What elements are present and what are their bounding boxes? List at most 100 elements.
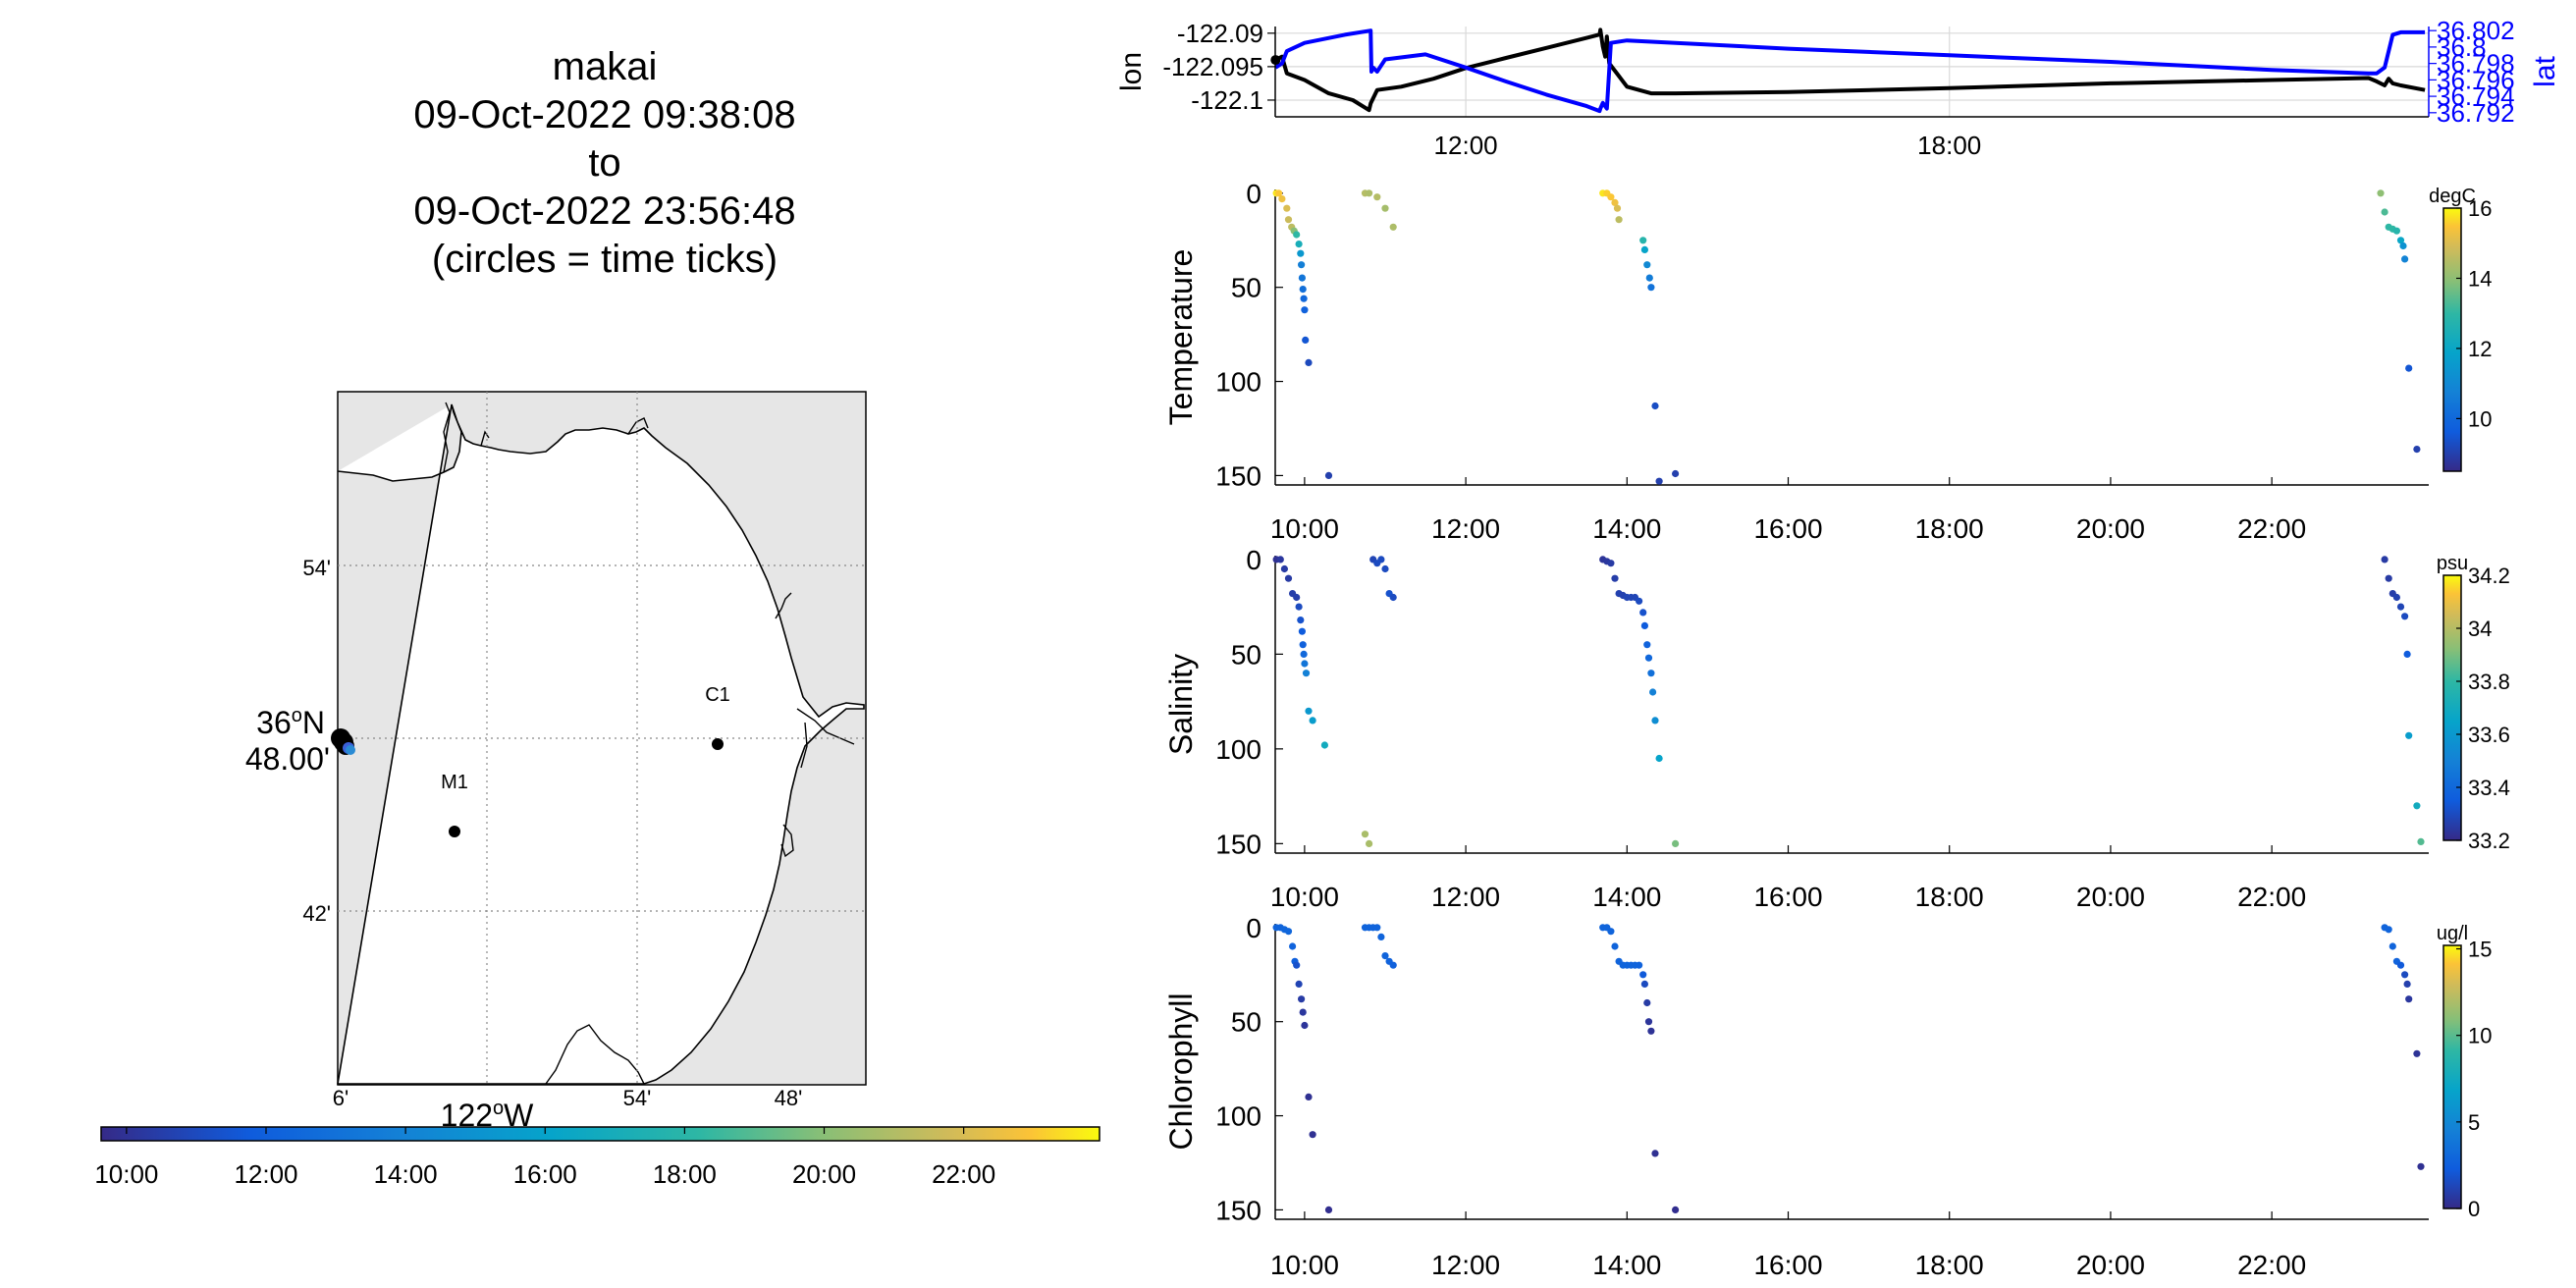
- data-point: [1649, 688, 1657, 696]
- data-point: [1643, 641, 1651, 649]
- y-tick-label: 100: [1215, 1101, 1261, 1132]
- colorbar-tick-label: 33.4: [2468, 776, 2510, 800]
- colorbar-tick-label: 33.6: [2468, 723, 2510, 747]
- x-tick-label: 16:00: [1753, 513, 1822, 544]
- data-point: [1299, 1008, 1307, 1016]
- lon-series-line: [1274, 27, 2426, 113]
- lat-tick-label: 36.796: [2437, 65, 2515, 94]
- data-point: [1295, 241, 1303, 248]
- colorbar-units: psu: [2437, 553, 2468, 574]
- colorbar-units: ug/l: [2437, 923, 2468, 944]
- data-point: [1366, 839, 1373, 848]
- y-tick-label: 0: [1246, 545, 1261, 575]
- data-point: [1298, 274, 1306, 282]
- data-point: [2396, 961, 2405, 969]
- x-tick-label: 22:00: [2237, 882, 2306, 912]
- x-tick-label: 18:00: [1915, 1250, 1984, 1280]
- data-point: [1301, 1021, 1309, 1030]
- data-point: [1636, 961, 1643, 969]
- vehicle-name: makai: [552, 45, 658, 88]
- data-point: [1295, 603, 1303, 611]
- data-point: [2381, 208, 2388, 216]
- data-point: [1613, 204, 1622, 212]
- x-tick-label: 20:00: [2076, 1250, 2145, 1280]
- data-point: [1644, 654, 1653, 662]
- data-point: [1381, 952, 1389, 960]
- data-point: [1275, 189, 1283, 197]
- y-tick-label: 50: [1231, 639, 1261, 670]
- data-point: [1651, 402, 1659, 410]
- river-line: [480, 430, 490, 447]
- data-point: [1373, 193, 1381, 201]
- data-point: [1647, 284, 1655, 292]
- x-tick-label: 20:00: [2076, 882, 2145, 912]
- data-point: [1636, 597, 1643, 605]
- y-tick-label: 100: [1215, 367, 1261, 398]
- data-point: [1299, 286, 1307, 294]
- data-point: [2385, 926, 2392, 934]
- data-point: [1672, 839, 1680, 848]
- data-point: [1284, 216, 1293, 224]
- y-axis-label: Temperature: [1163, 249, 1199, 426]
- data-point: [1309, 717, 1316, 724]
- data-point: [1373, 924, 1381, 932]
- data-point: [2403, 980, 2411, 989]
- time-tick-note: (circles = time ticks): [431, 238, 778, 281]
- map-lon-tick-6: 6': [333, 1086, 349, 1110]
- colorbar-tick-label: 10: [2468, 1024, 2492, 1048]
- data-point: [1651, 717, 1659, 724]
- time-colorbar: [100, 1126, 1100, 1142]
- time-colorbar-tick-label: 20:00: [792, 1159, 856, 1189]
- data-point: [1276, 556, 1284, 564]
- data-point: [1640, 245, 1648, 253]
- data-point: [1647, 670, 1655, 677]
- x-tick-label: 16:00: [1753, 882, 1822, 912]
- data-point: [2405, 731, 2413, 739]
- lat-tick-label: 36.8: [2437, 32, 2487, 62]
- plot-title: makai 09-Oct-2022 09:38:08 to 09-Oct-202…: [275, 43, 935, 284]
- data-point: [1309, 1131, 1316, 1139]
- data-point: [2401, 613, 2409, 620]
- data-point: [1655, 754, 1663, 763]
- data-point: [1672, 1206, 1680, 1213]
- data-point: [1377, 556, 1385, 564]
- vehicle-track: [331, 728, 355, 755]
- y-tick-label: 50: [1231, 1007, 1261, 1038]
- data-point: [1284, 574, 1293, 582]
- data-point: [1389, 593, 1397, 602]
- data-point: [1366, 189, 1373, 197]
- data-point: [2405, 995, 2413, 1003]
- data-point: [2417, 1162, 2425, 1170]
- data-point: [1324, 1206, 1333, 1213]
- x-tick-label: 22:00: [2237, 513, 2306, 544]
- y-tick-label: 0: [1246, 179, 1261, 209]
- time-start: 09-Oct-2022 09:38:08: [413, 93, 796, 136]
- colorbar-tick-label: 34: [2468, 617, 2492, 641]
- colorbar: [2442, 574, 2462, 841]
- data-point: [1320, 741, 1328, 749]
- colorbar-tick-label: 33.8: [2468, 670, 2510, 694]
- lat-tick-label: 36.792: [2437, 98, 2515, 128]
- data-point: [2385, 574, 2392, 582]
- data-point: [2399, 242, 2407, 250]
- data-point: [1299, 641, 1307, 649]
- salinity-panel: 0 50 100 150 10:00 12:00 14:00 16:00 18:00 20:00 2…: [1163, 545, 2510, 912]
- data-point: [1607, 560, 1615, 567]
- time-colorbar-tick-label: 22:00: [932, 1159, 995, 1189]
- x-tick-label: 10:00: [1270, 1250, 1339, 1280]
- y-axis-label: Salinity: [1163, 654, 1199, 755]
- data-point: [1293, 961, 1301, 969]
- map-lon-tick-54: 54': [623, 1086, 652, 1110]
- x-tick-label: 18:00: [1915, 882, 1984, 912]
- station-m1-marker: [449, 826, 460, 837]
- data-point: [2396, 237, 2405, 244]
- colorbar: [2442, 207, 2462, 472]
- time-to: to: [588, 141, 621, 185]
- x-tick-label: 18:00: [1917, 131, 1981, 160]
- colorbar-tick-label: 10: [2468, 406, 2492, 431]
- data-point: [1305, 707, 1313, 715]
- data-point: [2388, 942, 2396, 950]
- x-tick-label: 10:00: [1270, 513, 1339, 544]
- y-tick-label: 150: [1215, 460, 1261, 491]
- river-line: [775, 592, 792, 619]
